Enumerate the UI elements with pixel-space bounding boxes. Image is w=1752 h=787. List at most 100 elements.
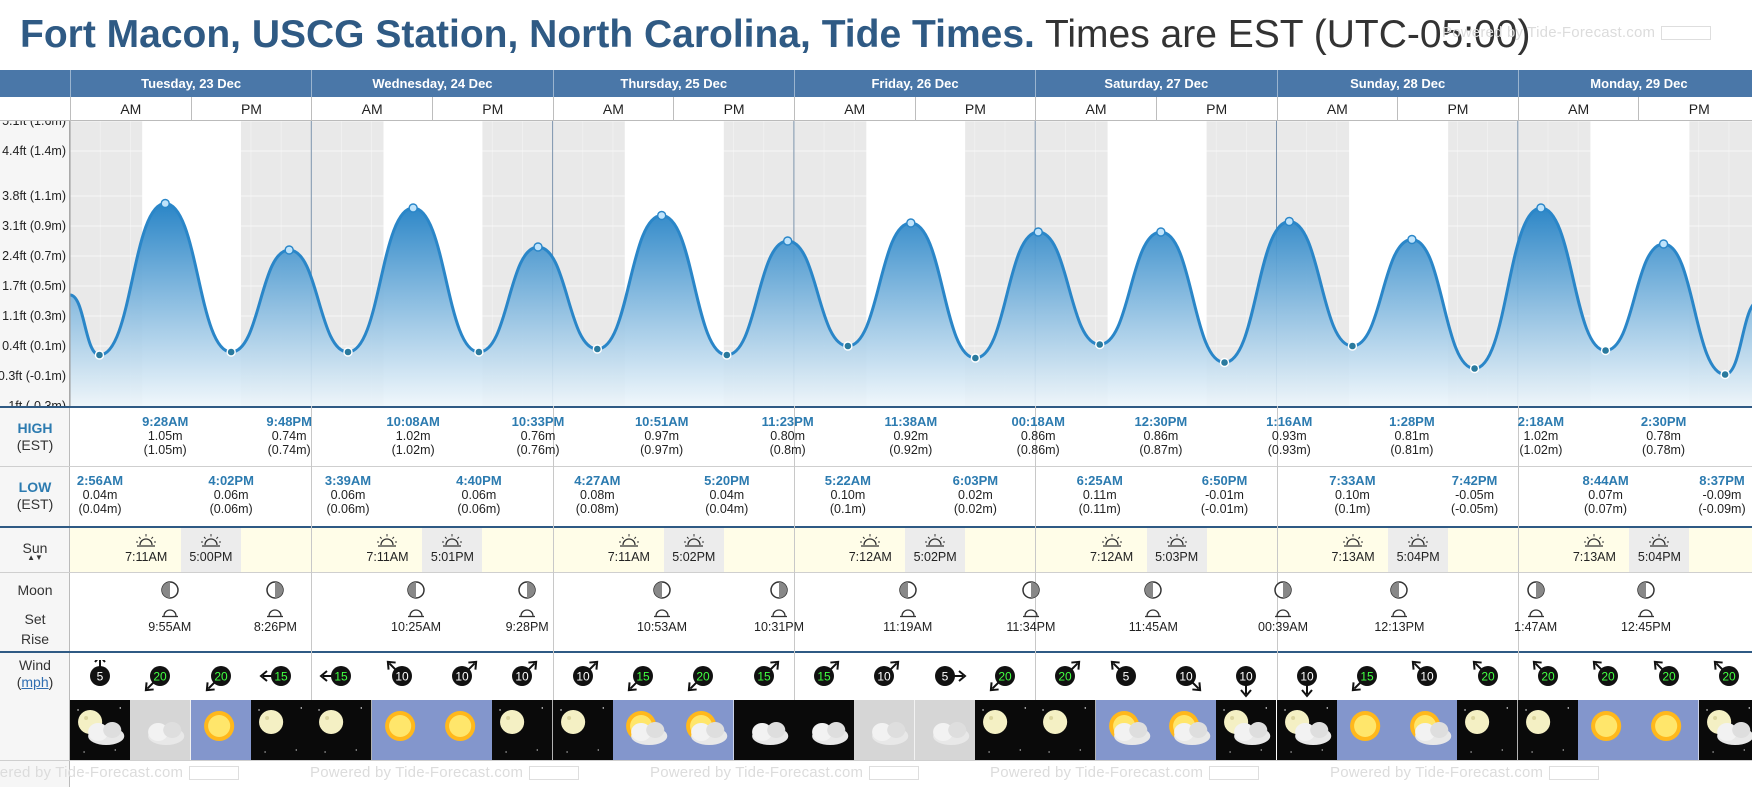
tide-height: 0.86m	[1143, 429, 1179, 443]
moonrise-event: 1:47AM	[1501, 580, 1571, 634]
tide-height: -0.01m	[1205, 488, 1244, 502]
sunrise-event: 7:11AM	[111, 532, 181, 564]
pm-label: PM	[190, 97, 312, 121]
moon-time: 10:31PM	[754, 620, 805, 634]
low-tide-point	[1600, 345, 1611, 356]
powered-by-text: Powered by Tide-Forecast.com	[990, 764, 1204, 781]
sun-icon	[1336, 700, 1398, 760]
wind-arrow-up-icon: 10	[1236, 666, 1257, 698]
high-tide-point	[533, 242, 543, 252]
moon-icon	[1517, 700, 1579, 760]
powered-by-footer: Powered by Tide-Forecast.com	[1330, 764, 1600, 781]
cloud-icon	[130, 700, 191, 760]
tide-height: 0.78m	[1646, 429, 1681, 443]
y-tick-label: 4.4ft (1.4m)	[2, 144, 66, 158]
wind-arrow-down-right-icon: 20	[1472, 660, 1498, 686]
day-header: Wednesday, 24 Dec	[311, 70, 552, 97]
moonset-event: 12:13PM	[1364, 580, 1434, 634]
high-tide-event: 12:30PM 0.86m (0.87m)	[1121, 414, 1201, 458]
am-label: AM	[311, 97, 432, 121]
moonset-icon	[408, 609, 425, 618]
day-header: Tuesday, 23 Dec	[70, 70, 311, 97]
tide-height-alt: (-0.01m)	[1200, 502, 1249, 516]
wind-speed: 10	[395, 670, 409, 684]
moon-phase-icon	[1390, 581, 1409, 599]
tide-height-alt: (0.87m)	[1139, 443, 1183, 457]
wind-row-label: Wind	[19, 657, 51, 673]
wind-arrow-down-left-icon: 10	[452, 660, 478, 686]
sun-moon-divider	[0, 572, 1752, 573]
moonset-event: 12:45PM	[1611, 580, 1681, 634]
moon-time: 8:26PM	[253, 620, 297, 634]
high-tide-event: 9:48PM 0.74m (0.74m)	[249, 415, 329, 458]
sunset-icon	[683, 534, 704, 547]
tide-time: 7:42PM	[1451, 473, 1498, 488]
sunset-icon	[200, 534, 221, 547]
sun-time: 5:02PM	[913, 550, 957, 564]
wind-speed: 20	[1541, 670, 1555, 684]
wind-speed: 20	[697, 670, 711, 684]
pm-label: PM	[914, 97, 1036, 121]
sunset-event: 5:01PM	[417, 532, 487, 564]
sun-cloud-icon	[1155, 700, 1217, 760]
wind-speed: 5	[1122, 670, 1129, 684]
moon-time: 12:13PM	[1374, 620, 1425, 634]
sunrise-event: 7:13AM	[1318, 532, 1388, 564]
wind-speed: 10	[576, 670, 590, 684]
moon-phase-icon	[1274, 581, 1292, 599]
tide-height: -0.05m	[1455, 488, 1495, 502]
sun-cloud-icon	[1397, 700, 1458, 760]
tide-time: 12:30PM	[1134, 414, 1188, 429]
sunset-event: 5:03PM	[1142, 532, 1212, 564]
tide-time: 4:40PM	[456, 473, 502, 488]
sun-time: 7:11AM	[366, 550, 409, 564]
low-tide-event: 7:42PM -0.05m (-0.05m)	[1435, 473, 1515, 517]
moonset-event: 9:55AM	[135, 580, 205, 634]
tide-height-alt: (0.06m)	[326, 502, 370, 516]
moon-phase-icon	[898, 581, 917, 599]
sunset-icon	[1408, 534, 1429, 547]
sun-icon	[371, 700, 432, 760]
moon-time: 11:19AM	[883, 620, 933, 634]
day-column-separator	[793, 406, 795, 760]
wind-arrow-down-right-icon: 20	[1653, 660, 1679, 686]
wind-speed: 10	[1300, 670, 1314, 684]
tide-time: 6:25AM	[1076, 473, 1123, 488]
day-header: Friday, 26 Dec	[793, 70, 1035, 97]
low-tide-event: 8:44AM 0.07m (0.07m)	[1566, 474, 1646, 517]
wind-speed: 20	[1602, 670, 1616, 684]
sunset-event: 5:04PM	[1624, 532, 1694, 564]
sunset-event: 5:02PM	[659, 532, 729, 564]
moon-row-label: Moon	[17, 582, 53, 598]
tide-height: 0.11m	[1082, 488, 1117, 502]
low-tide-event: 6:25AM 0.11m (0.11m)	[1060, 473, 1140, 517]
low-tide-event: 5:20PM 0.04m (0.04m)	[687, 473, 767, 517]
moonrise-icon	[1275, 609, 1292, 618]
low-tide-point	[722, 350, 732, 360]
tide-height: 1.02m	[1523, 429, 1559, 443]
moon-icon	[492, 700, 553, 760]
chart-bottom-rule	[0, 406, 1752, 408]
tide-time: 10:51AM	[634, 414, 689, 429]
sunrise-icon	[136, 534, 157, 547]
moonrise-icon	[1022, 609, 1039, 618]
high-tide-event: 10:33PM 0.76m (0.76m)	[498, 415, 578, 458]
sun-time: 7:11AM	[607, 550, 650, 564]
moon-time: 9:28PM	[505, 620, 549, 634]
low-tide-point	[592, 344, 603, 354]
moonset-icon	[1145, 609, 1162, 618]
cloud-icon	[914, 700, 975, 760]
wind-unit-link[interactable]: mph	[21, 674, 49, 690]
day-header: Sunday, 28 Dec	[1276, 70, 1518, 97]
sun-cloud-icon	[612, 700, 674, 760]
pm-label: PM	[1638, 97, 1752, 121]
tide-time: 5:20PM	[704, 473, 750, 488]
low-tide-event: 4:27AM 0.08m (0.08m)	[557, 474, 637, 517]
tide-height: 0.04m	[82, 488, 118, 502]
tide-height-alt: (0.06m)	[209, 502, 253, 516]
sun-time: 5:01PM	[430, 550, 474, 564]
sun-icon	[431, 700, 493, 760]
tide-time: 7:33AM	[1329, 473, 1376, 488]
moonset-icon	[899, 609, 916, 618]
moonset-icon	[653, 609, 670, 618]
